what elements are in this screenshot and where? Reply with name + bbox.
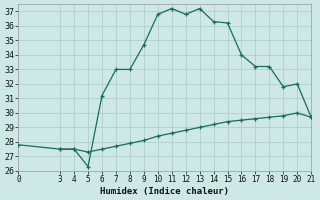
X-axis label: Humidex (Indice chaleur): Humidex (Indice chaleur) <box>100 187 229 196</box>
